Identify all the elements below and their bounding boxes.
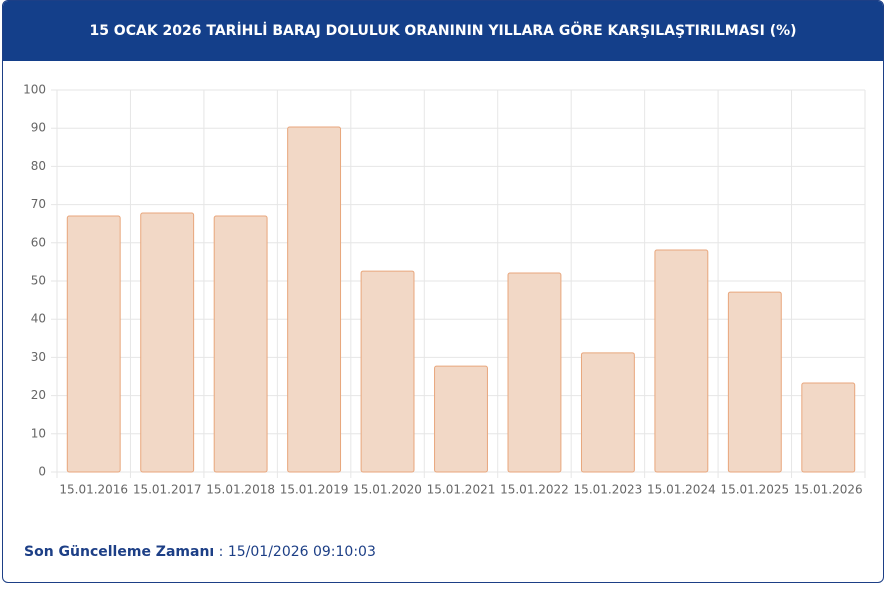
bar <box>287 126 342 473</box>
bar <box>140 212 195 473</box>
x-tick-label: 15.01.2026 <box>794 483 863 497</box>
x-tick-label: 15.01.2020 <box>353 483 422 497</box>
bar <box>654 249 709 473</box>
bar <box>66 215 121 473</box>
bar <box>580 352 635 473</box>
x-tick-label: 15.01.2016 <box>59 483 128 497</box>
y-tick-label: 100 <box>23 83 46 97</box>
footer-separator: : <box>218 544 224 560</box>
footer-label: Son Güncelleme Zamanı <box>24 544 215 560</box>
footer-value: 15/01/2026 09:10:03 <box>227 544 376 560</box>
x-tick-label: 15.01.2025 <box>720 483 789 497</box>
y-tick-label: 40 <box>31 312 46 326</box>
x-tick-label: 15.01.2019 <box>280 483 349 497</box>
y-tick-label: 80 <box>31 159 46 173</box>
y-tick-label: 70 <box>31 197 46 211</box>
bar <box>801 382 856 473</box>
chart-title: 15 OCAK 2026 TARİHLİ BARAJ DOLULUK ORANI… <box>3 1 883 61</box>
x-tick-label: 15.01.2024 <box>647 483 716 497</box>
x-tick-label: 15.01.2023 <box>574 483 643 497</box>
footer: Son Güncelleme Zamanı : 15/01/2026 09:10… <box>24 544 376 560</box>
y-tick-label: 90 <box>31 121 46 135</box>
bar <box>213 215 268 473</box>
bar <box>434 365 488 473</box>
x-tick-label: 15.01.2021 <box>427 483 496 497</box>
x-tick-label: 15.01.2017 <box>133 483 202 497</box>
y-tick-label: 10 <box>31 426 46 440</box>
bar <box>727 291 782 473</box>
x-tick-label: 15.01.2022 <box>500 483 569 497</box>
bar <box>360 270 415 473</box>
y-tick-label: 20 <box>31 388 46 402</box>
bar <box>507 272 562 473</box>
y-tick-label: 50 <box>31 274 46 288</box>
y-tick-label: 0 <box>38 465 46 479</box>
x-tick-label: 15.01.2018 <box>206 483 275 497</box>
y-tick-label: 30 <box>31 350 46 364</box>
y-tick-label: 60 <box>31 235 46 249</box>
